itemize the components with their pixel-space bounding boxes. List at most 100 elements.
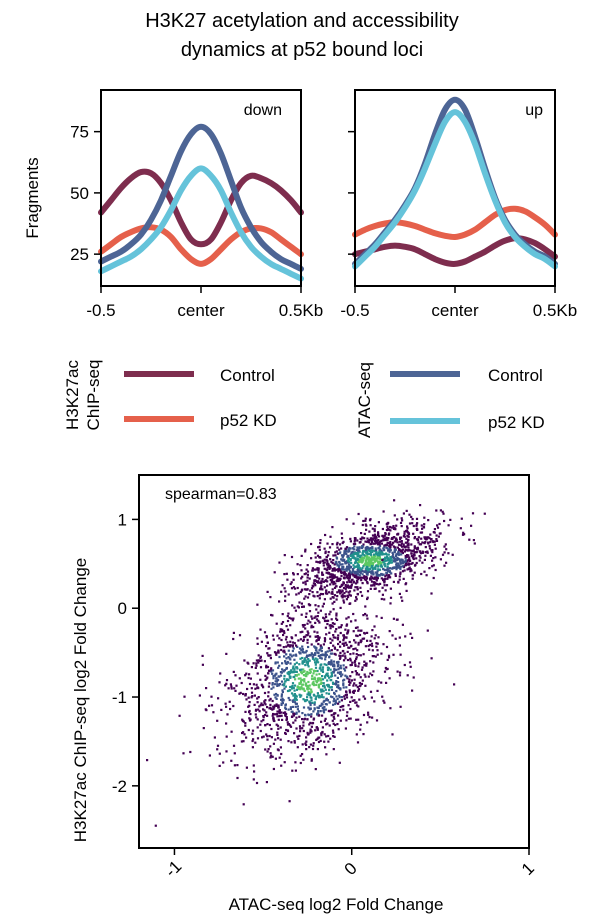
scatter-point-down (266, 714, 269, 717)
scatter-point-up (403, 532, 406, 535)
scatter-point-down (327, 619, 330, 622)
scatter-point-up (382, 568, 385, 571)
scatter-point-down (278, 664, 281, 667)
scatter-point-down (311, 674, 314, 677)
scatter-point-up (361, 553, 365, 556)
scatter-point-down (259, 729, 262, 733)
scatter-point-down (258, 705, 261, 708)
scatter-point-down (287, 708, 290, 711)
scatter-point-up (392, 525, 395, 528)
scatter-point-down (311, 656, 314, 659)
scatter-point-up (365, 528, 368, 531)
scatter-point-down (291, 645, 294, 648)
scatter-point-up (406, 554, 409, 557)
scatter-point-down (266, 641, 269, 644)
scatter-point-up (342, 601, 346, 604)
scatter-point-down (225, 750, 228, 753)
scatter-point-down (303, 679, 306, 682)
scatter-point-down (278, 709, 281, 712)
scatter-point-down (259, 704, 262, 707)
scatter-point-down (332, 703, 335, 706)
scatter-point-down (246, 687, 249, 691)
scatter-point-up (300, 554, 303, 557)
scatter-point-down (293, 701, 297, 704)
legend-atac: ATAC-seq Control p52 KD (355, 362, 545, 438)
scatter-point-down (332, 748, 335, 751)
scatter-point-up (349, 594, 352, 597)
scatter-point-down (303, 657, 306, 660)
scatter-point-down (359, 676, 362, 679)
scatter-point-down (354, 647, 357, 650)
scatter-point-down (294, 653, 297, 656)
scatter-point-down (334, 699, 337, 702)
scatter-point-down (305, 588, 308, 591)
scatter-point-down (210, 695, 213, 698)
scatter-point-up (393, 548, 396, 551)
scatter-point-up (399, 537, 402, 540)
scatter-point-down (272, 677, 275, 680)
scatter-point-down (256, 718, 259, 721)
scatter-point-down (320, 693, 324, 696)
scatter-point-up (332, 554, 335, 557)
scatter-point-down (316, 713, 319, 716)
scatter-point-down (314, 666, 318, 669)
scatter-point-down (261, 703, 264, 707)
scatter-point-up (382, 547, 385, 550)
scatter-point-down (292, 666, 295, 669)
scatter-point-down (288, 800, 291, 803)
scatter-point-down (304, 651, 307, 654)
scatter-point-up (361, 582, 364, 585)
scatter-point-down (338, 640, 342, 643)
scatter-point-down (355, 673, 358, 676)
scatter-point-up (328, 576, 332, 579)
scatter-point-down (306, 670, 309, 674)
scatter-point-up (415, 561, 418, 565)
scatter-point-down (225, 652, 228, 655)
scatter-point-down (320, 720, 323, 723)
scatter-point-up (331, 596, 334, 599)
scatter-point-down (336, 618, 339, 621)
scatter-point-down (250, 691, 254, 694)
scatter-point-up (386, 547, 389, 550)
scatter-point-down (374, 634, 377, 637)
scatter-point-up (342, 568, 345, 571)
scatter-point-down (253, 770, 256, 773)
scatter-point-down (284, 707, 287, 711)
scatter-point-up (407, 542, 410, 545)
scatter-point-up (352, 542, 355, 546)
scatter-point-down (372, 655, 375, 658)
scatter-point-up (364, 519, 367, 522)
scatter-point-down (345, 686, 348, 689)
scatter-point-down (287, 644, 290, 647)
scatter-point-down (343, 644, 346, 647)
scatter-point-up (418, 555, 421, 558)
scatter-point-down (333, 717, 336, 720)
scatter-point-down (334, 653, 337, 656)
scatter-point-up (306, 576, 309, 579)
scatter-point-down (272, 717, 275, 720)
scatter-point-up (387, 574, 390, 577)
scatter-point-down (305, 736, 308, 739)
scatter-point-up (361, 536, 364, 539)
scatter-point-down (274, 661, 277, 664)
scatter-point-down (340, 675, 343, 678)
scatter-point-down (266, 706, 269, 709)
scatter-point-up (318, 561, 322, 564)
scatter-point-up (365, 577, 369, 580)
scatter-point-down (348, 683, 351, 686)
scatter-point-down (323, 733, 326, 736)
scatter-point-up (326, 592, 329, 595)
scatter-point-down (308, 723, 311, 726)
scatter-point-down (300, 672, 303, 675)
scatter-point-up (356, 586, 359, 589)
scatter-point-down (318, 704, 321, 707)
scatter-point-down (286, 672, 289, 675)
scatter-point-up (283, 554, 286, 557)
scatter-point-down (293, 689, 296, 692)
scatter-point-down (321, 605, 324, 608)
scatter-point-down (263, 709, 266, 712)
scatter-point-up (419, 504, 422, 507)
scatter-point-down (260, 640, 263, 643)
scatter-point-down (346, 631, 349, 634)
scatter-point-down (331, 696, 334, 699)
